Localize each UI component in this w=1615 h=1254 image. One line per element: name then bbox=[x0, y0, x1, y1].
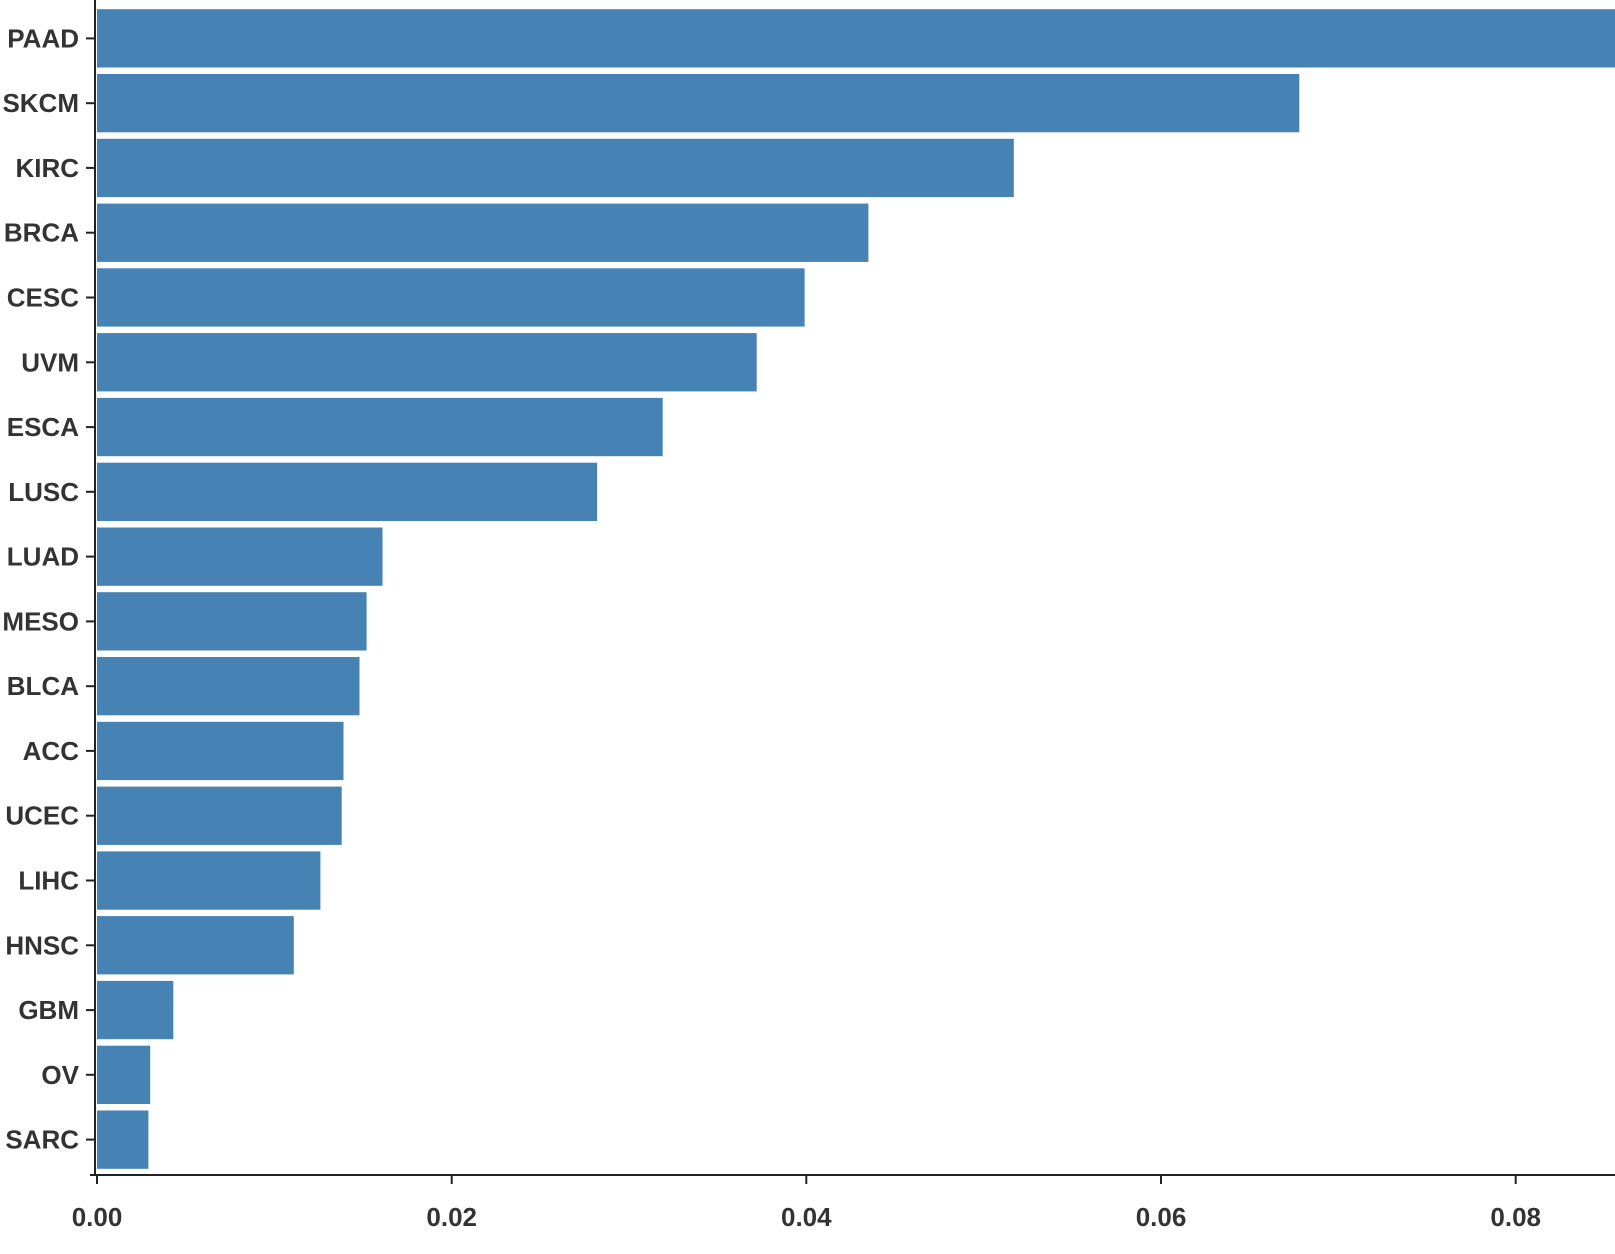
y-tick-label: OV bbox=[41, 1060, 79, 1090]
bar-hnsc bbox=[97, 916, 294, 975]
bars-group bbox=[97, 9, 1615, 1169]
y-tick-label: KIRC bbox=[15, 153, 79, 183]
x-tick-label: 0.02 bbox=[426, 1202, 477, 1232]
x-tick-label: 0.00 bbox=[72, 1202, 123, 1232]
bar-esca bbox=[97, 397, 663, 457]
y-tick-label: ESCA bbox=[7, 412, 79, 442]
x-tick-label: 0.04 bbox=[781, 1202, 832, 1232]
y-tick-label: LUSC bbox=[8, 477, 79, 507]
x-tick-label: 0.06 bbox=[1136, 1202, 1187, 1232]
bar-lihc bbox=[97, 851, 321, 910]
bar-kirc bbox=[97, 138, 1014, 198]
y-tick-label: LUAD bbox=[7, 542, 79, 572]
bar-blca bbox=[97, 657, 360, 716]
bar-gbm bbox=[97, 980, 174, 1040]
bar-meso bbox=[97, 592, 367, 651]
y-tick-label: UVM bbox=[21, 347, 79, 377]
bar-skcm bbox=[97, 74, 1300, 133]
y-tick-label: BLCA bbox=[7, 671, 79, 701]
bar-paad bbox=[97, 9, 1615, 68]
y-tick-label: SARC bbox=[5, 1125, 79, 1155]
bar-cesc bbox=[97, 268, 805, 327]
y-tick-label: ACC bbox=[23, 736, 80, 766]
y-tick-label: MESO bbox=[2, 606, 79, 636]
y-tick-labels: PAAD SKCM KIRC BRCA CESC UVM ESCA LUSC LUAD MESO B… bbox=[2, 23, 94, 1155]
bar-ov bbox=[97, 1045, 151, 1104]
x-tick-labels: 0.00 0.02 0.04 0.06 0.08 bbox=[72, 1175, 1541, 1232]
bar-acc bbox=[97, 721, 344, 781]
y-tick-label: HNSC bbox=[5, 930, 79, 960]
bar-brca bbox=[97, 203, 869, 262]
y-tick-label: SKCM bbox=[2, 88, 79, 118]
y-tick-label: BRCA bbox=[4, 218, 79, 248]
y-tick-label: PAAD bbox=[7, 23, 79, 53]
bar-sarc bbox=[97, 1110, 149, 1169]
y-tick-label: LIHC bbox=[18, 866, 79, 896]
y-tick-label: UCEC bbox=[5, 801, 79, 831]
bar-ucec bbox=[97, 786, 342, 845]
bar-lusc bbox=[97, 462, 598, 521]
bar-uvm bbox=[97, 333, 757, 392]
y-tick-label: GBM bbox=[18, 995, 79, 1025]
x-tick-label: 0.08 bbox=[1490, 1202, 1541, 1232]
bar-luad bbox=[97, 527, 383, 586]
y-tick-label: CESC bbox=[7, 283, 79, 313]
